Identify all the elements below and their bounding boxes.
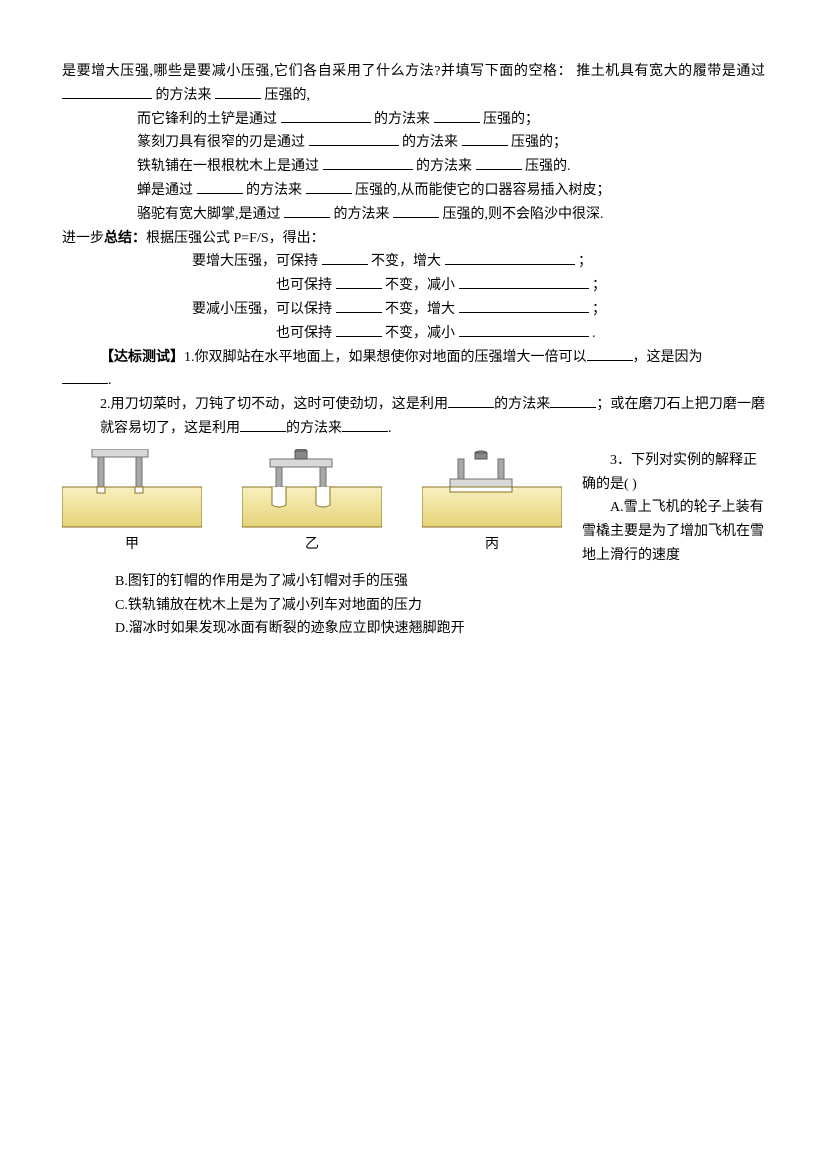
text: 的方法来: [374, 112, 430, 127]
blank: [336, 299, 382, 313]
q2: 2.用刀切菜时，刀钝了切不动，这时可使劲切，这是利用的方法来；或在磨刀石上把刀磨…: [62, 393, 765, 441]
text: 的方法来: [402, 135, 458, 150]
text: 进一步: [62, 231, 104, 246]
text: ；: [592, 302, 606, 317]
blank: [459, 323, 589, 337]
test-block: 【达标测试】1.你双脚站在水平地面上，如果想使你对地面的压强增大一倍可以 ，这是因…: [62, 346, 765, 370]
summary-line3: 要减小压强，可以保持 不变，增大 ；: [62, 298, 765, 322]
q3-optD: D.溜冰时如果发现冰面有断裂的迹象应立即快速翘脚跑开: [115, 617, 765, 641]
text: .: [108, 373, 112, 388]
blank: [587, 347, 633, 361]
blank: [459, 275, 589, 289]
text: 不变，增大: [371, 254, 441, 269]
text: 篆刻刀具有很窄的刃是通过: [137, 135, 305, 150]
text: 不变，减小: [385, 278, 455, 293]
q3-optA: A.雪上飞机的轮子上装有雪橇主要是为了增加飞机在雪地上滑行的速度: [582, 496, 765, 567]
summary-line1: 要增大压强，可保持 不变，增大 ；: [62, 250, 765, 274]
summary-line4: 也可保持 不变，减小 .: [62, 322, 765, 346]
intro-p1a: 是要增大压强,哪些是要减小压强,它们各自采用了什么方法?并填写下面的空格： 推土…: [62, 64, 765, 79]
text: 而它锋利的土铲是通过: [137, 112, 277, 127]
text: 铁轨铺在一根根枕木上是通过: [137, 159, 319, 174]
q2-b: 的方法来: [494, 397, 550, 412]
text: 也可保持: [192, 278, 332, 293]
text: 蝉是通过: [137, 183, 193, 198]
text: 压强的；: [511, 135, 567, 150]
text: 要增大压强，可保持: [192, 254, 318, 269]
text: 要减小压强，可以保持: [192, 302, 332, 317]
q3-right-text: 3．下列对实例的解释正确的是( ) A.雪上飞机的轮子上装有雪橇主要是为了增加飞…: [562, 449, 765, 568]
text: ；: [578, 254, 592, 269]
q1-b: ，这是因为: [633, 350, 703, 365]
q3-lead: 3．下列对实例的解释正确的是( ): [582, 449, 765, 497]
blank: [476, 156, 522, 170]
blank: [62, 85, 152, 99]
blank: [240, 418, 286, 432]
q3-optC: C.铁轨铺放在枕木上是为了减小列车对地面的压力: [115, 594, 765, 618]
q3-options: B.图钉的钉帽的作用是为了减小钉帽对手的压强 C.铁轨铺放在枕木上是为了减小列车…: [62, 570, 765, 641]
q3-optB: B.图钉的钉帽的作用是为了减小钉帽对手的压强: [115, 570, 765, 594]
blank: [434, 109, 480, 123]
q1-tail: .: [62, 369, 765, 393]
text: 不变，减小: [385, 326, 455, 341]
text: 不变，增大: [385, 302, 455, 317]
blank: [459, 299, 589, 313]
text: 的方法来: [416, 159, 472, 174]
intro-line5: 蝉是通过 的方法来 压强的,从而能使它的口器容易插入树皮；: [62, 179, 765, 203]
blank: [323, 156, 413, 170]
blank: [62, 370, 108, 384]
blank: [445, 251, 575, 265]
blank: [309, 132, 399, 146]
blank: [284, 204, 330, 218]
diagram-jia-icon: [62, 449, 202, 529]
text: 压强的,则不会陷沙中很深.: [443, 207, 604, 222]
figure-yi: 乙: [242, 449, 382, 557]
intro-line6: 骆驼有宽大脚掌,是通过 的方法来 压强的,则不会陷沙中很深.: [62, 203, 765, 227]
text: 压强的.: [525, 159, 571, 174]
blank: [306, 180, 352, 194]
text: 也可保持: [192, 326, 332, 341]
text: 根据压强公式 P=F/S，得出：: [146, 231, 325, 246]
summary-line2: 也可保持 不变，减小 ；: [62, 274, 765, 298]
text: 的方法来: [334, 207, 390, 222]
intro-block: 是要增大压强,哪些是要减小压强,它们各自采用了什么方法?并填写下面的空格： 推土…: [62, 60, 765, 108]
figure-bing: 丙: [422, 449, 562, 557]
blank: [393, 204, 439, 218]
figures-container: 甲 乙: [62, 449, 562, 557]
summary-lead: 进一步总结：根据压强公式 P=F/S，得出：: [62, 227, 765, 251]
figure-label-jia: 甲: [62, 533, 202, 557]
text: ；: [592, 278, 606, 293]
intro-line2: 而它锋利的土铲是通过 的方法来 压强的；: [62, 108, 765, 132]
blank: [197, 180, 243, 194]
blank: [448, 394, 494, 408]
blank: [336, 323, 382, 337]
text: .: [592, 326, 596, 341]
test-heading: 【达标测试】: [100, 350, 184, 365]
intro-line4: 铁轨铺在一根根枕木上是通过 的方法来 压强的.: [62, 155, 765, 179]
figure-label-bing: 丙: [422, 533, 562, 557]
figure-label-yi: 乙: [242, 533, 382, 557]
diagram-bing-icon: [422, 449, 562, 529]
text: 压强的；: [483, 112, 539, 127]
blank: [215, 85, 261, 99]
q2-e: .: [388, 421, 392, 436]
blank: [322, 251, 368, 265]
blank: [462, 132, 508, 146]
intro-p1c: 压强的,: [265, 88, 311, 103]
q2-d: 的方法来: [286, 421, 342, 436]
q1-a: 1.你双脚站在水平地面上，如果想使你对地面的压强增大一倍可以: [184, 350, 587, 365]
intro-line3: 篆刻刀具有很窄的刃是通过 的方法来 压强的；: [62, 131, 765, 155]
blank: [281, 109, 371, 123]
summary-bold: 总结：: [104, 231, 146, 246]
q2-a: 2.用刀切菜时，刀钝了切不动，这时可使劲切，这是利用: [100, 397, 448, 412]
figure-row: 甲 乙: [62, 449, 765, 568]
figure-jia: 甲: [62, 449, 202, 557]
intro-p1b: 的方法来: [156, 88, 212, 103]
blank: [342, 418, 388, 432]
text: 骆驼有宽大脚掌,是通过: [137, 207, 281, 222]
blank: [550, 394, 596, 408]
text: 压强的,从而能使它的口器容易插入树皮；: [355, 183, 611, 198]
text: 的方法来: [246, 183, 302, 198]
diagram-yi-icon: [242, 449, 382, 529]
blank: [336, 275, 382, 289]
